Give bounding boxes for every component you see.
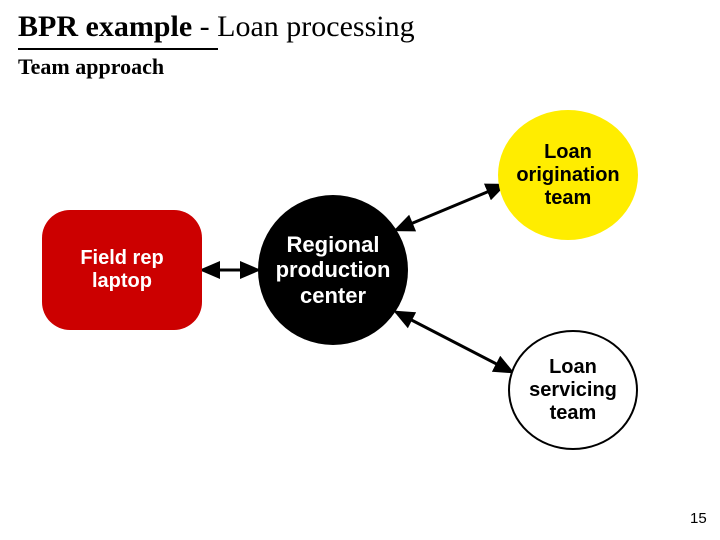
edge	[396, 312, 512, 372]
node-field-rep-laptop: Field replaptop	[42, 210, 202, 330]
title-underline	[18, 48, 218, 50]
title-bold: BPR example	[18, 10, 192, 43]
node-regional-production-center: Regionalproductioncenter	[258, 195, 408, 345]
slide-title: BPR example - Loan processing	[18, 10, 415, 44]
page-number: 15	[690, 510, 707, 527]
title-rest: - Loan processing	[192, 10, 414, 43]
edge	[396, 185, 504, 230]
slide: BPR example - Loan processing Team appro…	[0, 0, 720, 540]
node-loan-servicing-team: Loanservicingteam	[508, 330, 638, 450]
slide-subtitle: Team approach	[18, 54, 164, 80]
node-loan-origination-team: Loanoriginationteam	[498, 110, 638, 240]
